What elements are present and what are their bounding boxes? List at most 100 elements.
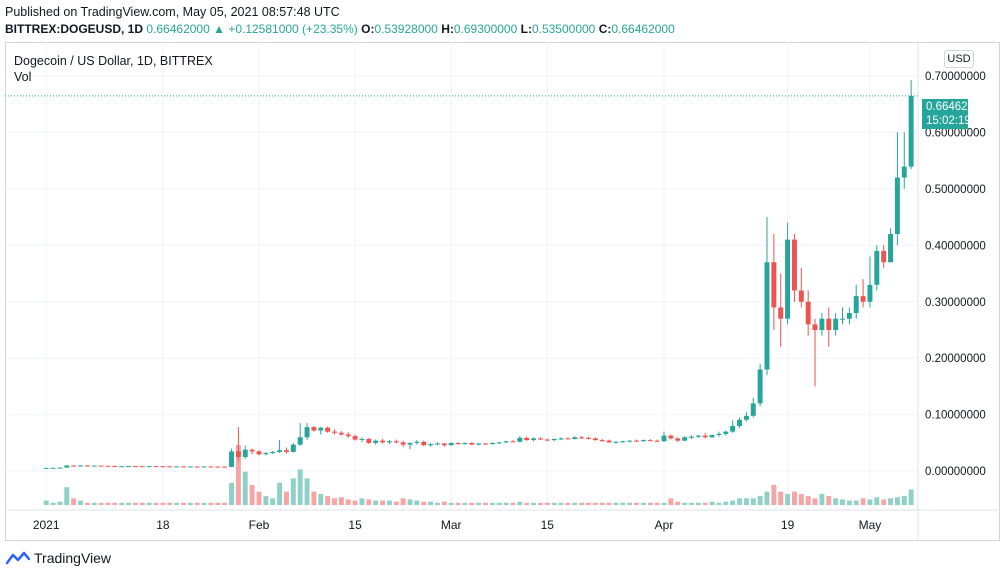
candle-body [455, 442, 461, 445]
candle-body [517, 437, 523, 442]
volume-bar [194, 502, 200, 505]
candle-body [908, 95, 914, 167]
volume-bar [723, 501, 729, 505]
volume-bar [860, 498, 866, 505]
volume-bar [325, 496, 331, 505]
volume-bar [524, 502, 530, 505]
candle-body [695, 435, 701, 437]
volume-bar [318, 493, 324, 505]
y-tick-label: 0.20000000 [925, 353, 986, 365]
x-tick-label: 18 [156, 518, 170, 532]
volume-bar [304, 478, 310, 505]
candle-body [846, 313, 852, 319]
volume-bar [249, 485, 255, 505]
volume-bar [675, 501, 681, 505]
candle-body [359, 438, 365, 440]
volume-bar [64, 487, 70, 505]
candle-body [661, 435, 667, 442]
volume-bar [503, 502, 509, 505]
volume-bar [50, 502, 56, 505]
volume-bar [785, 493, 791, 505]
volume-bar [105, 502, 111, 505]
candle-body [737, 419, 742, 426]
volume-bar [826, 496, 832, 505]
currency-button[interactable]: USD [944, 50, 974, 68]
price-chart[interactable]: 0.70000000 0.60000000 0.50000000 0.40000000… [5, 42, 1000, 541]
candle-body [297, 437, 303, 445]
volume-bar [208, 502, 214, 505]
candle-body [510, 441, 516, 443]
x-tick-label: Feb [249, 518, 270, 532]
volume-bar [311, 491, 317, 505]
volume-bar [778, 491, 784, 505]
volume-bar [716, 502, 722, 505]
volume-bar [119, 502, 125, 505]
y-tick-label: 0.10000000 [925, 410, 986, 422]
volume-bar [730, 500, 736, 505]
y-tick-label: 0.00000000 [925, 466, 986, 478]
volume-bar [688, 502, 694, 505]
high-label: H: [441, 22, 454, 36]
volume-bar [345, 499, 351, 505]
candle-body [572, 437, 578, 439]
candle-body [613, 441, 619, 443]
candle-body [270, 451, 276, 454]
candle-body [565, 438, 571, 440]
volume-bar [428, 501, 434, 505]
volume-bar [737, 498, 742, 505]
candle-body [716, 433, 722, 436]
volume-bar [421, 501, 427, 505]
candle-body [201, 466, 207, 468]
change-value: ▲ +0.12581000 (+23.35%) [213, 22, 358, 36]
candle-body [318, 427, 324, 431]
open-value: 0.53928000 [374, 22, 438, 36]
candle-body [688, 436, 694, 438]
volume-bar [510, 502, 516, 505]
candle-body [599, 440, 605, 442]
volume-bar [771, 485, 777, 505]
candle-body [325, 427, 331, 432]
volume-bar [448, 502, 454, 505]
candle-body [277, 450, 283, 452]
candle-body [606, 440, 612, 443]
volume-bar [791, 491, 797, 505]
volume-bar [277, 482, 283, 505]
volume-bar [215, 502, 221, 505]
candle-body [476, 443, 482, 445]
candle-body [730, 425, 736, 432]
volume-bar [888, 498, 894, 505]
volume-bar [798, 493, 804, 505]
volume-bar [572, 502, 578, 505]
footer-brand[interactable]: TradingView [6, 550, 111, 566]
volume-bar [901, 496, 907, 505]
chart-frame [5, 42, 1000, 541]
volume-bar [174, 502, 180, 505]
volume-bar [661, 502, 667, 505]
volume-bar [462, 502, 468, 505]
volume-bar [881, 499, 887, 505]
volume-bar [469, 502, 475, 505]
candle-body [860, 296, 866, 302]
volume-bar [544, 502, 550, 505]
volume-bar [393, 501, 399, 505]
x-tick-label: 15 [541, 518, 555, 532]
candle-body [71, 465, 77, 467]
volume-bar [565, 502, 571, 505]
published-note: Published on TradingView.com, May 05, 20… [5, 5, 340, 19]
candle-body [407, 442, 413, 445]
candle-body [819, 318, 825, 330]
candle-body [78, 465, 83, 467]
candle-body [132, 466, 138, 468]
candle-body [174, 466, 180, 468]
candle-body [139, 466, 145, 468]
volume-bar [702, 502, 708, 505]
candle-body [112, 465, 118, 467]
volume-bar [586, 502, 591, 505]
volume-bar [867, 499, 873, 505]
volume-bar [476, 502, 482, 505]
volume-bar [263, 496, 269, 505]
volume-bar [71, 498, 77, 505]
candle-body [146, 466, 152, 468]
candle-body [798, 290, 804, 302]
candle-body [393, 441, 399, 443]
